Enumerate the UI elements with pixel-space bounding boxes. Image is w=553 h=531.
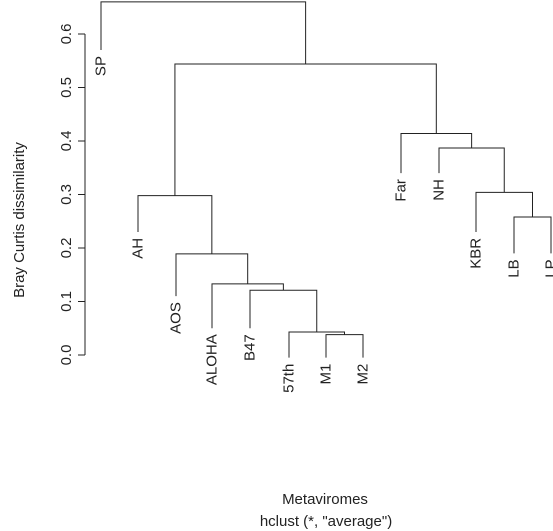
leaf-label: AH <box>130 238 147 259</box>
leaf-label: NH <box>431 179 448 201</box>
dendrogram-link <box>100 1 307 64</box>
y-tick-label: 0.0 <box>58 345 75 366</box>
leaf-label: M1 <box>318 364 335 385</box>
y-axis-title: Bray Curtis dissimilarity <box>11 142 28 298</box>
y-tick-label: 0.4 <box>58 131 75 152</box>
y-tick-label: 0.3 <box>58 184 75 205</box>
leaf-label: AOS <box>168 302 185 334</box>
x-axis-title: Metaviromes <box>282 491 368 508</box>
leaf-label: SP <box>93 56 110 76</box>
dendrogram-link <box>137 195 213 254</box>
dendrogram-link <box>249 289 318 332</box>
leaf-label: ALOHA <box>204 334 221 385</box>
dendrogram-link <box>288 331 345 358</box>
dendrogram-link <box>475 191 533 232</box>
y-tick-label: 0.2 <box>58 238 75 259</box>
dendrogram-link <box>513 216 552 254</box>
leaf-label: LP <box>543 259 553 277</box>
y-tick-label: 0.1 <box>58 291 75 312</box>
y-tick-label: 0.5 <box>58 77 75 98</box>
leaf-label: KBR <box>468 238 485 269</box>
leaf-label: Far <box>393 179 410 202</box>
leaf-label: M2 <box>355 364 372 385</box>
y-axis: 0.0 0.1 0.2 0.3 0.4 0.5 0.6 <box>58 24 86 366</box>
y-tick-label: 0.6 <box>58 24 75 45</box>
dendrogram-link <box>325 334 364 358</box>
leaf-label: LB <box>506 259 523 277</box>
leaf-labels: SP AH AOS ALOHA B47 57th M1 M2 Far NH KBR LB LP <box>93 56 553 393</box>
chart-subtitle: hclust (*, "average") <box>260 513 392 530</box>
dendrogram-link <box>438 147 505 193</box>
dendrogram-branches <box>100 1 552 358</box>
dendrogram-link <box>400 133 473 174</box>
dendrogram-link <box>174 63 437 196</box>
leaf-label: 57th <box>281 364 298 393</box>
leaf-label: B47 <box>242 334 259 361</box>
